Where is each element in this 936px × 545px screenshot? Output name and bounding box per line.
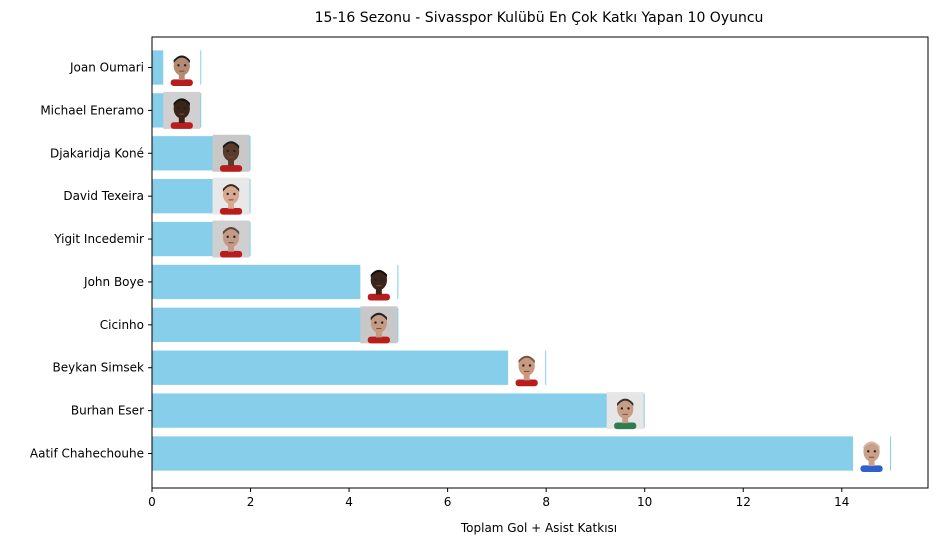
x-tick-label: 10: [637, 495, 652, 509]
axes-border: [151, 36, 929, 489]
player-photos-layer: [163, 49, 891, 472]
bars-layer: [152, 50, 892, 471]
bar: [152, 307, 399, 342]
axes-frame: [151, 36, 929, 489]
player-photo: [212, 134, 250, 172]
player-photo: [360, 306, 398, 344]
x-axis-label: Toplam Gol + Asist Katkısı: [460, 521, 617, 535]
x-tick-label: 8: [542, 495, 550, 509]
x-tick-label: 2: [247, 495, 255, 509]
player-photo: [212, 177, 250, 215]
bar: [152, 436, 892, 471]
y-tick-label: Joan Oumari: [69, 61, 144, 75]
player-photo: [360, 263, 398, 301]
x-tick-label: 4: [345, 495, 353, 509]
player-photo: [853, 435, 891, 472]
y-tick-label: John Boye: [83, 275, 144, 289]
x-tick-label: 6: [444, 495, 452, 509]
y-tick-label: Burhan Eser: [71, 404, 144, 418]
player-photo: [163, 91, 201, 129]
bar: [152, 350, 547, 385]
player-photo: [508, 349, 546, 387]
y-tick-label: Beykan Simsek: [53, 361, 145, 375]
bar: [152, 393, 645, 428]
x-tick-label: 0: [148, 495, 156, 509]
y-tick-label: Djakaridja Koné: [50, 146, 144, 160]
x-tick-label: 14: [834, 495, 849, 509]
y-tick-label: Michael Eneramo: [40, 103, 144, 117]
player-photo: [163, 49, 201, 86]
player-photo: [212, 220, 250, 258]
y-tick-label: Cicinho: [100, 318, 144, 332]
chart-title: 15-16 Sezonu - Sivasspor Kulübü En Çok K…: [315, 10, 764, 26]
y-tick-label: Aatif Chahechouhe: [30, 447, 144, 461]
bar: [152, 264, 399, 300]
x-tick-label: 12: [736, 495, 751, 509]
x-axis: 0 2 4 6 8 10 12 14: [148, 488, 849, 509]
y-tick-label: David Texeira: [63, 189, 144, 203]
y-axis: Aatif Chahechouhe Burhan Eser Beykan Simse…: [30, 61, 152, 461]
y-tick-label: Yigit Incedemir: [53, 232, 144, 246]
player-photo: [606, 392, 644, 430]
